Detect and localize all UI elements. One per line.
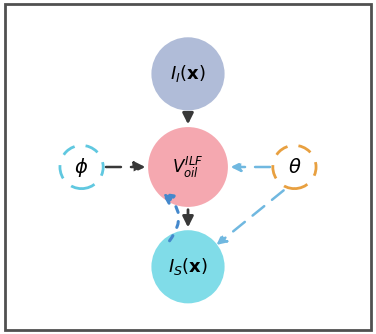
- FancyArrowPatch shape: [183, 210, 193, 224]
- Text: $\theta$: $\theta$: [288, 158, 301, 176]
- FancyArrowPatch shape: [219, 190, 284, 243]
- Circle shape: [60, 145, 103, 189]
- Text: $V_{oil}^{ILF}$: $V_{oil}^{ILF}$: [172, 154, 204, 180]
- FancyArrowPatch shape: [183, 112, 193, 121]
- FancyArrowPatch shape: [233, 163, 270, 171]
- Circle shape: [148, 127, 228, 207]
- Text: $I_I(\mathbf{x})$: $I_I(\mathbf{x})$: [170, 63, 206, 85]
- FancyArrowPatch shape: [164, 194, 179, 241]
- Text: $I_S(\mathbf{x})$: $I_S(\mathbf{x})$: [168, 256, 208, 277]
- FancyArrowPatch shape: [106, 163, 143, 171]
- Circle shape: [152, 230, 224, 303]
- Text: $\phi$: $\phi$: [74, 156, 89, 178]
- Circle shape: [273, 145, 316, 189]
- Circle shape: [152, 37, 224, 111]
